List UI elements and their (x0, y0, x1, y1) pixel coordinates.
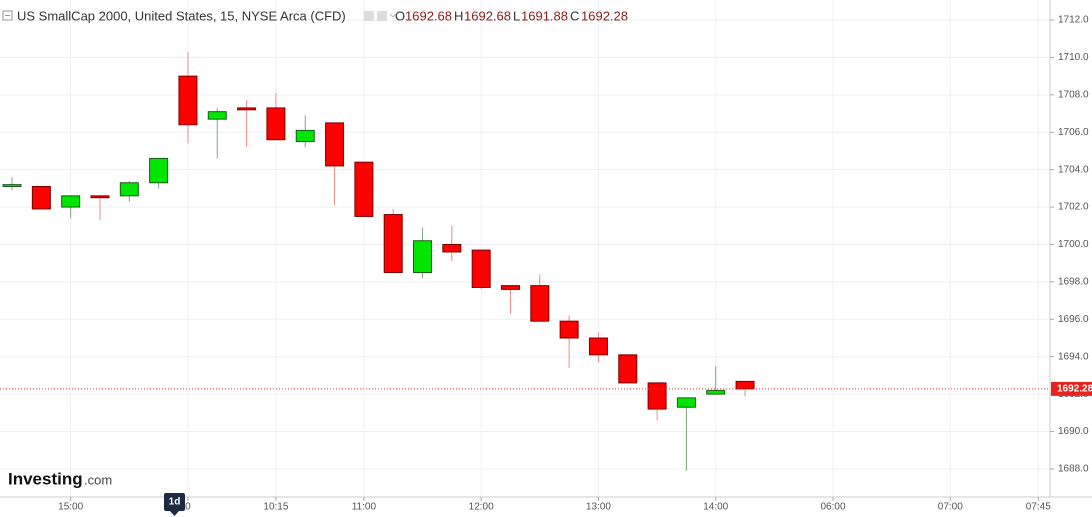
axes: 1688.01690.01692.01694.01696.01698.01700… (58, 15, 1092, 516)
y-tick-label: 1712.0 (1058, 15, 1089, 26)
chart-title: US SmallCap 2000, United States, 15, NYS… (17, 8, 346, 23)
y-tick-label: 1704.0 (1058, 164, 1089, 175)
dropdown-icon[interactable] (389, 13, 397, 18)
x-tick-label: 07:00 (938, 502, 963, 513)
open-value: 1692.68 (405, 8, 452, 23)
header: US SmallCap 2000, United States, 15, NYS… (2, 8, 628, 23)
candle-body (647, 382, 667, 410)
high-label: H (454, 8, 463, 23)
candle-body (149, 157, 169, 184)
x-tick-label: 14:00 (703, 502, 728, 513)
x-tick-label: 07:45 (1026, 502, 1051, 513)
last-price-box (1051, 381, 1092, 396)
y-tick-label: 1696.0 (1058, 314, 1089, 325)
interval-marker-box (164, 493, 185, 511)
candle-body (61, 195, 81, 208)
x-tick-label: 10:15 (263, 502, 288, 513)
x-tick-label: 12:00 (469, 502, 494, 513)
y-tick-label: 1698.0 (1058, 277, 1089, 288)
candle-body (500, 285, 520, 290)
candle-body (413, 240, 433, 274)
x-tick-label: 06:00 (821, 502, 846, 513)
eye-icon[interactable] (364, 11, 374, 21)
candle-body (119, 182, 139, 197)
candle-body (354, 161, 374, 217)
y-tick-label: 1710.0 (1058, 52, 1089, 63)
x-tick-label: 13:00 (586, 502, 611, 513)
close-value: 1692.28 (581, 8, 628, 23)
candle-body (178, 75, 198, 126)
interval-marker-pointer (170, 511, 179, 516)
logo-suffix: .com (84, 472, 112, 487)
candle-body (588, 337, 608, 356)
close-label: C (570, 8, 579, 23)
y-tick-label: 1688.0 (1058, 464, 1089, 475)
logo: Investing .com (8, 469, 112, 488)
last-price-label: 1692.28 (1057, 384, 1092, 395)
interval-marker: 1d (169, 497, 181, 508)
y-tick-label: 1708.0 (1058, 89, 1089, 100)
candle-body (90, 195, 110, 199)
candle-body (325, 122, 345, 167)
candle-body (676, 397, 696, 408)
candle-body (735, 380, 755, 390)
candles (0, 51, 1050, 471)
candle-body (559, 320, 579, 339)
candle-body (2, 184, 22, 187)
x-tick-label: 15:00 (58, 502, 83, 513)
y-tick-label: 1690.0 (1058, 426, 1089, 437)
low-label: L (513, 8, 520, 23)
y-tick-label: 1706.0 (1058, 127, 1089, 138)
y-tick-label: 1702.0 (1058, 202, 1089, 213)
grid (0, 0, 1050, 497)
candle-body (266, 107, 286, 141)
open-label: O (395, 8, 405, 23)
candle-body (618, 354, 638, 384)
candle-body (237, 107, 257, 111)
logo-brand: Investing (8, 469, 83, 488)
low-value: 1691.88 (521, 8, 568, 23)
high-value: 1692.68 (464, 8, 511, 23)
candle-body (207, 111, 227, 120)
y-tick-label: 1700.0 (1058, 239, 1089, 250)
candle-body (442, 243, 462, 253)
candle-body (383, 214, 403, 274)
candle-body (706, 389, 726, 395)
y-tick-label: 1694.0 (1058, 351, 1089, 362)
x-tick-label: 0 (185, 502, 191, 513)
candle-body (295, 129, 315, 143)
settings-icon[interactable] (377, 11, 387, 21)
x-tick-label: 11:00 (352, 502, 377, 513)
candle-body (530, 285, 550, 322)
candle-body (471, 249, 491, 289)
candle-body (31, 185, 51, 210)
